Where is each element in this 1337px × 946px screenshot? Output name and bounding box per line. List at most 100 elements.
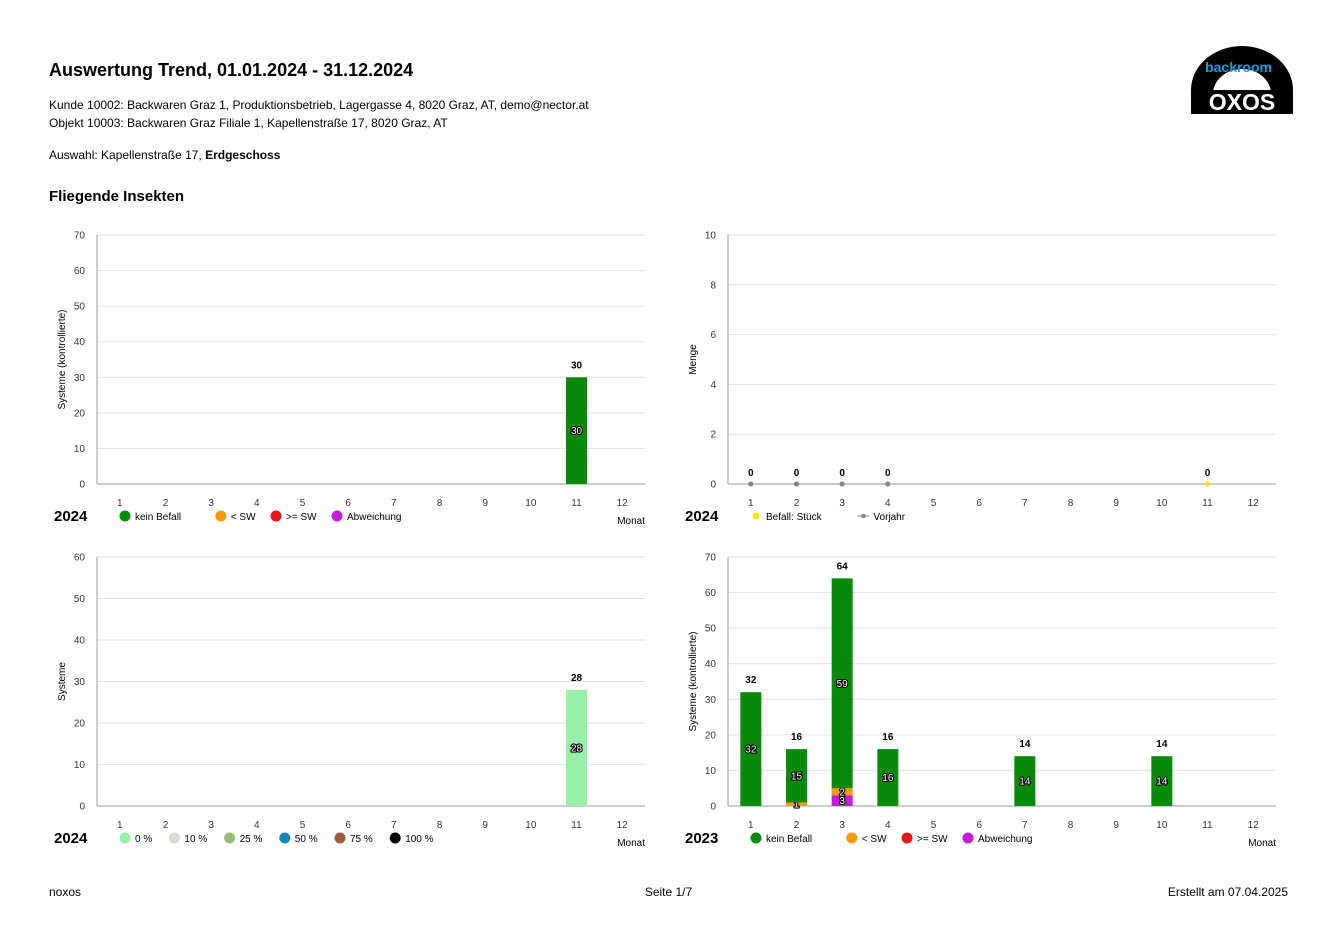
c1-x-tick-label: 3	[208, 498, 214, 509]
c4-bar-segment	[1151, 756, 1173, 806]
c3-x-tick-label: 11	[571, 820, 582, 831]
c1-x-tick-label: 8	[437, 498, 443, 509]
c1-y-axis-title: Systeme (kontrollierte)	[57, 309, 68, 409]
c3-year-label: 2024	[54, 830, 88, 847]
c2-series-point	[1204, 481, 1211, 487]
c4-y-tick-label: 40	[705, 659, 717, 670]
c4-bar-segment	[831, 788, 853, 796]
c2-legend-marker-dot	[861, 513, 866, 519]
c2-x-tick-label: 11	[1202, 498, 1213, 509]
c4-legend-marker	[962, 832, 974, 844]
c1-y-tick-label: 30	[74, 373, 86, 384]
c3-y-tick-label: 30	[74, 677, 86, 688]
c4-y-tick-label: 20	[705, 730, 717, 741]
c3-x-tick-label: 2	[163, 820, 169, 831]
c4-y-tick-label: 30	[705, 695, 717, 706]
c4-segment-label: 14	[1019, 777, 1031, 788]
c4-legend-label: < SW	[862, 834, 887, 845]
c4-segment-label: 16	[882, 773, 894, 784]
c3-legend-marker	[168, 832, 180, 844]
c2-x-tick-label: 2	[794, 498, 800, 509]
c4-total-label: 64	[837, 561, 849, 572]
c2-point-label: 0	[748, 468, 754, 479]
c2-legend-label: Vorjahr	[873, 512, 905, 523]
c3-y-tick-label: 40	[74, 636, 86, 647]
c2-y-tick-label: 4	[710, 380, 716, 391]
c4-x-tick-label: 6	[976, 820, 982, 831]
c4-bar-segment	[831, 578, 853, 789]
c2-x-tick-label: 7	[1022, 498, 1028, 509]
c3-x-axis-title: Monat	[617, 838, 645, 849]
c2-x-tick-label: 6	[976, 498, 982, 509]
c2-y-tick-label: 2	[710, 430, 716, 441]
c3-y-tick-label: 60	[74, 553, 86, 564]
c1-year-label: 2024	[54, 508, 88, 525]
c4-x-tick-label: 8	[1068, 820, 1074, 831]
c4-legend-label: >= SW	[917, 834, 948, 845]
c3-legend-marker	[279, 832, 291, 844]
c2-y-tick-label: 6	[710, 330, 716, 341]
c3-legend-label: 75 %	[350, 834, 373, 845]
c1-y-tick-label: 10	[74, 444, 86, 455]
logo-top-text: backroom	[1205, 59, 1272, 75]
c2-legend-label: Befall: Stück	[766, 512, 823, 523]
c1-legend-marker	[270, 510, 282, 522]
c3-x-tick-label: 10	[525, 820, 537, 831]
c3-y-tick-label: 20	[74, 719, 86, 730]
c2-y-tick-label: 0	[710, 480, 716, 491]
c4-legend-marker	[750, 832, 762, 844]
c2-y-axis-title: Menge	[688, 344, 699, 375]
c2-x-tick-label: 10	[1156, 498, 1168, 509]
c4-total-label: 14	[1156, 739, 1168, 750]
c4-x-tick-label: 9	[1113, 820, 1119, 831]
selection-prefix: Auswahl: Kapellenstraße 17,	[49, 148, 206, 162]
c3-x-tick-label: 3	[208, 820, 214, 831]
c3-x-tick-label: 6	[345, 820, 351, 831]
c3-y-axis-title: Systeme	[57, 662, 68, 701]
c1-legend-label: < SW	[231, 512, 256, 523]
c4-segment-label: 1	[794, 800, 800, 811]
chart-flying-insects-quantity-2024: 0 2 4 6 8 10 Menge 1 2 3 4 5 6 7 8 9 10 11 12 2024 0 0 0 0 0 Befa…	[676, 222, 1316, 532]
c3-legend-label: 0 %	[135, 834, 152, 845]
c4-x-tick-label: 7	[1022, 820, 1028, 831]
c3-legend-marker	[119, 832, 131, 844]
c2-y-tick-label: 10	[705, 231, 717, 242]
customer-info: Kunde 10002: Backwaren Graz 1, Produktio…	[49, 98, 589, 112]
c4-total-label: 16	[882, 732, 894, 743]
logo-arch	[1191, 46, 1293, 114]
c1-x-tick-label: 4	[254, 498, 260, 509]
c4-segment-label: 2	[839, 787, 845, 798]
c4-segment-label: 15	[791, 771, 803, 782]
c4-bar-segment	[786, 749, 807, 803]
c3-legend-label: 10 %	[184, 834, 207, 845]
c2-series-point	[839, 481, 845, 487]
c1-y-tick-label: 20	[74, 408, 86, 419]
c4-x-tick-label: 1	[748, 820, 754, 831]
c1-x-tick-label: 1	[117, 498, 123, 509]
c4-x-axis-title: Monat	[1248, 838, 1276, 849]
c1-x-axis-title: Monat	[617, 516, 645, 527]
c4-y-tick-label: 60	[705, 588, 717, 599]
chart-flying-insects-systems-2024: 0 10 20 30 40 50 60 70 Systeme (kontrollierte) 1 2…	[45, 222, 685, 532]
c1-x-tick-label: 7	[391, 498, 397, 509]
c3-y-tick-label: 0	[79, 802, 85, 813]
c4-segment-label: 14	[1156, 777, 1168, 788]
c4-x-tick-label: 12	[1248, 820, 1260, 831]
c2-x-tick-label: 12	[1248, 498, 1260, 509]
c1-legend-label: kein Befall	[135, 512, 181, 523]
chart-flying-insects-percentage-2024: 0 10 20 30 40 50 60 Systeme 1 2 3 4 5 6 7 8 9 10 11 12 Monat…	[45, 544, 685, 854]
c3-x-tick-label: 8	[437, 820, 443, 831]
c4-segment-label: 3	[839, 796, 845, 807]
c4-segment-label: 32	[745, 745, 757, 756]
c3-legend-marker	[224, 832, 236, 844]
c4-y-tick-label: 70	[705, 553, 717, 564]
c4-legend-marker	[901, 832, 913, 844]
footer-created-date: Erstellt am 07.04.2025	[1167, 885, 1288, 899]
c4-x-tick-label: 11	[1202, 820, 1213, 831]
c3-legend-marker	[389, 832, 401, 844]
c2-x-tick-label: 9	[1113, 498, 1119, 509]
c4-y-tick-label: 50	[705, 624, 717, 635]
c3-x-tick-label: 4	[254, 820, 260, 831]
c1-x-tick-label: 2	[163, 498, 169, 509]
footer-page-number: Seite 1/7	[644, 885, 693, 899]
